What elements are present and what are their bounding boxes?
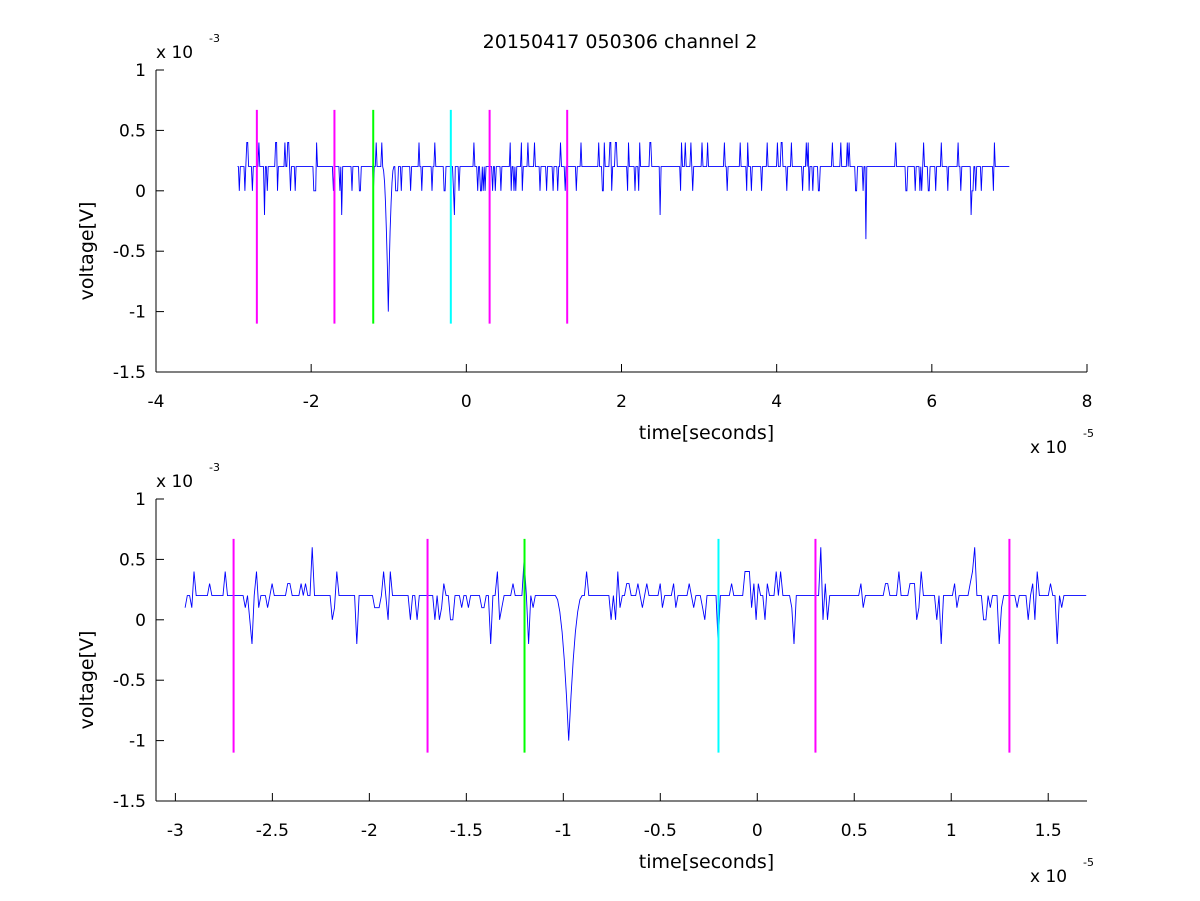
- x-tick-label: -2: [361, 821, 378, 841]
- y-axis-label: voltage[V]: [76, 202, 98, 301]
- signal-trace: [237, 142, 1010, 312]
- y-tick-label: -0.5: [113, 242, 146, 262]
- y-exponent-label: x 10: [156, 472, 193, 492]
- x-tick-label: -4: [148, 392, 165, 412]
- top-plot: -1.5 -1 -0.5 0 0.5 1 -4 -2 0 2 4 6 8 x 10 -3 x 10 -5 time…: [76, 32, 1094, 458]
- x-tick-label: 0: [752, 821, 763, 841]
- x-exponent-power: -5: [1083, 856, 1094, 869]
- bottom-plot: -1.5 -1 -0.5 0 0.5 1 -3 -2.5 -2 -1.5 -1 -0.5 0 0.5 1 1.…: [76, 461, 1094, 887]
- figure-title: 20150417 050306 channel 2: [483, 31, 758, 53]
- x-tick-label: 2: [616, 392, 627, 412]
- y-exponent-label: x 10: [156, 43, 193, 63]
- y-tick-label: 0: [135, 611, 146, 631]
- y-tick-label: 1: [135, 490, 146, 510]
- x-tick-label: -2: [303, 392, 320, 412]
- x-exponent-power: -5: [1083, 427, 1094, 440]
- y-tick-label: -1.5: [113, 363, 146, 383]
- x-tick-label: 6: [926, 392, 937, 412]
- y-tick-label: -1: [129, 732, 146, 752]
- x-axis-label: time[seconds]: [639, 422, 774, 444]
- x-tick-label: -3: [167, 821, 184, 841]
- x-exponent-label: x 10: [1030, 867, 1067, 887]
- x-exponent-label: x 10: [1030, 438, 1067, 458]
- x-tick-label: 1.5: [1035, 821, 1062, 841]
- y-tick-label: 1: [135, 61, 146, 81]
- y-tick-label: 0: [135, 182, 146, 202]
- x-tick-label: 0: [461, 392, 472, 412]
- x-tick-label: -0.5: [644, 821, 677, 841]
- signal-trace: [184, 547, 1087, 741]
- x-tick-label: 4: [771, 392, 782, 412]
- y-tick-label: 0.5: [119, 550, 146, 570]
- x-tick-label: 1: [946, 821, 957, 841]
- x-axis-label: time[seconds]: [639, 851, 774, 873]
- y-exponent-power: -3: [209, 461, 220, 474]
- x-tick-label: 0.5: [841, 821, 868, 841]
- y-tick-label: -0.5: [113, 671, 146, 691]
- y-exponent-power: -3: [209, 32, 220, 45]
- y-axis-label: voltage[V]: [76, 631, 98, 730]
- x-tick-label: -1: [555, 821, 572, 841]
- y-tick-label: 0.5: [119, 121, 146, 141]
- x-tick-label: 8: [1082, 392, 1093, 412]
- x-tick-label: -1.5: [450, 821, 483, 841]
- y-tick-label: -1.5: [113, 792, 146, 812]
- x-tick-label: -2.5: [256, 821, 289, 841]
- y-tick-label: -1: [129, 303, 146, 323]
